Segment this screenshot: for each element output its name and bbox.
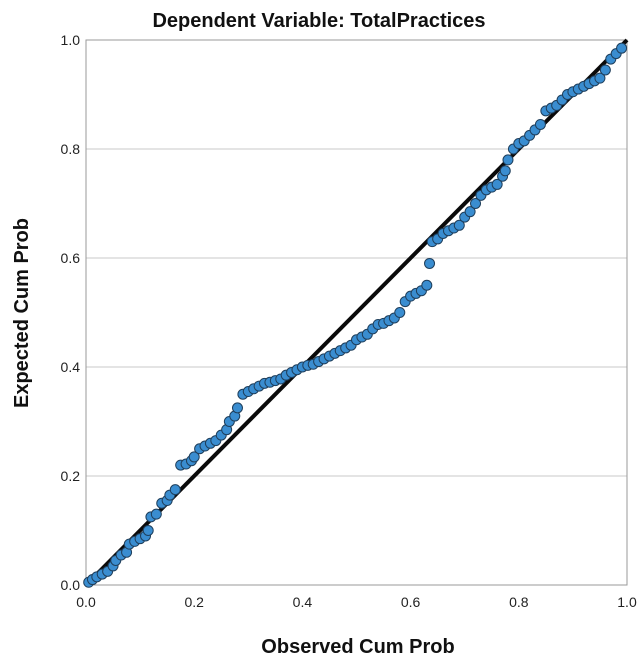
y-tick-label: 0.4 — [61, 359, 81, 375]
data-point — [394, 307, 406, 318]
data-point — [150, 508, 162, 520]
y-tick-label: 0.2 — [61, 468, 81, 484]
data-point — [231, 402, 243, 414]
data-point — [464, 206, 476, 218]
data-point — [421, 279, 433, 291]
y-tick-label: 0.0 — [61, 577, 81, 593]
y-tick-label: 0.6 — [61, 250, 81, 266]
data-point — [188, 451, 200, 463]
y-tick-label: 1.0 — [61, 32, 81, 48]
x-axis-label: Observed Cum Prob — [261, 636, 454, 658]
data-point — [491, 178, 503, 190]
data-point — [169, 484, 181, 496]
x-axis-ticks: 0.0 0.2 0.4 0.6 0.8 1.0 — [76, 594, 637, 610]
x-tick-label: 0.4 — [293, 594, 313, 610]
y-tick-label: 0.8 — [61, 141, 81, 157]
data-points — [83, 42, 628, 588]
y-axis-ticks: 0.0 0.2 0.4 0.6 0.8 1.0 — [61, 32, 81, 593]
x-tick-label: 1.0 — [617, 594, 637, 610]
plot-frame — [85, 39, 628, 586]
data-point — [599, 64, 611, 76]
data-point — [594, 72, 606, 84]
chart-title: Dependent Variable: TotalPractices — [152, 10, 485, 32]
data-point — [470, 198, 482, 209]
data-point — [453, 219, 465, 231]
data-point — [502, 154, 514, 166]
data-point — [424, 257, 436, 269]
x-tick-label: 0.2 — [184, 594, 204, 610]
data-point — [499, 165, 511, 177]
x-tick-label: 0.8 — [509, 594, 529, 610]
data-point — [616, 42, 628, 54]
x-tick-label: 0.0 — [76, 594, 96, 610]
data-point — [534, 118, 546, 130]
data-point — [142, 525, 154, 536]
x-tick-label: 0.6 — [401, 594, 421, 610]
y-axis-label: Expected Cum Prob — [11, 218, 33, 408]
